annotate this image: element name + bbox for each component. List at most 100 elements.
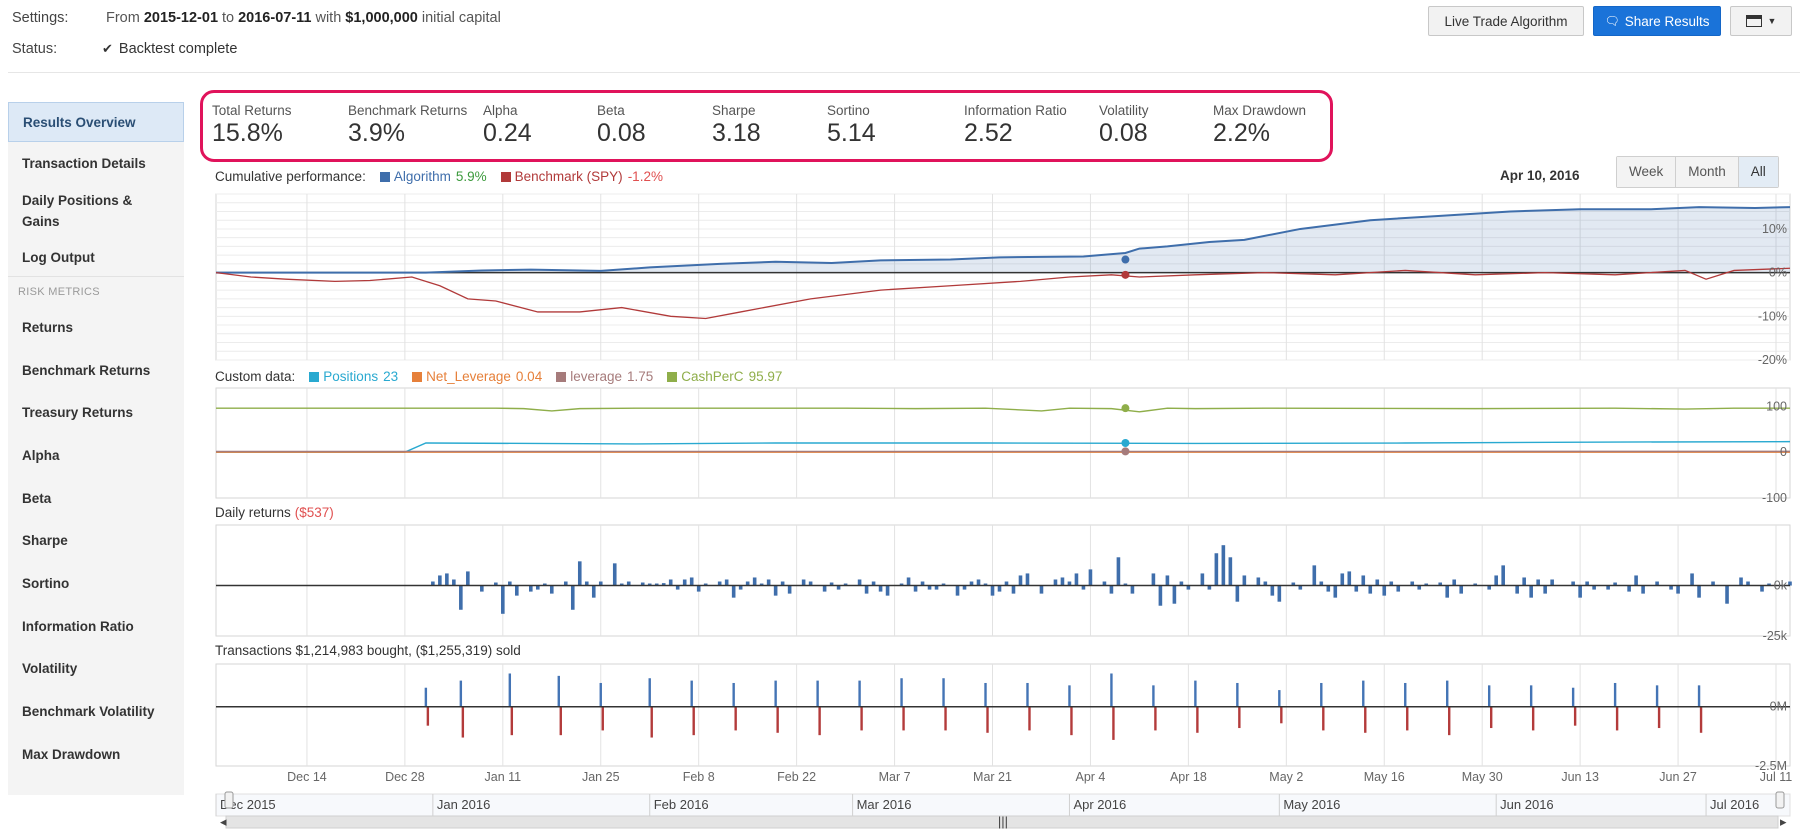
x-tick-label: Dec 14 [287,770,327,784]
daily-return-bar [1067,581,1072,586]
share-results-button[interactable]: 🗨 Share Results [1593,6,1721,36]
sidebar-item-benchmark-volatility[interactable]: Benchmark Volatility [8,690,184,733]
daily-return-bar [1081,585,1086,590]
daily-return-bar [1739,577,1743,586]
bought-bar [984,682,987,707]
sidebar-item-returns[interactable]: Returns [8,306,184,349]
bought-bar [1655,685,1659,707]
daily-return-bar [1473,583,1477,586]
legend-cashperc[interactable]: CashPerC 95.97 [667,369,782,384]
x-tick-label: Mar 21 [973,770,1012,784]
risk-metrics-section-label: RISK METRICS [8,276,184,306]
bought-bar [1194,680,1197,707]
daily-return-bar [1676,585,1680,594]
bought-bar [1362,680,1365,707]
metric-beta: Beta 0.08 [597,103,646,148]
range-all-button[interactable]: All [1737,157,1778,187]
navigator-left-handle[interactable] [224,791,234,809]
daily-returns-title-row: Daily returns ($537) [215,505,334,520]
algorithm-line [216,206,1791,274]
x-tick-label: Apr 18 [1170,770,1207,784]
settings-to-text: to [222,10,235,26]
daily-return-bar [1011,585,1016,594]
scroll-left-icon[interactable]: ◂ [220,814,227,829]
sidebar-item-sharpe[interactable]: Sharpe [8,519,184,562]
leverage-marker [1121,447,1130,456]
navigator-right-handle[interactable] [1775,791,1785,809]
y-tick-label: -20% [1758,353,1787,367]
algorithm-area [216,207,1790,273]
range-month-button[interactable]: Month [1675,157,1738,187]
initial-capital: $1,000,000 [345,10,418,26]
y-tick-label: -2.5M [1755,759,1787,773]
sidebar-item-benchmark-returns[interactable]: Benchmark Returns [8,349,184,392]
legend-positions[interactable]: Positions 23 [309,369,398,384]
checkmark-icon: ✔ [102,41,113,56]
bought-bar [1026,682,1029,707]
metric-value: 15.8% [212,119,283,147]
sidebar-item-sortino[interactable]: Sortino [8,562,184,605]
metric-label: Alpha [483,103,518,118]
sidebar-item-beta[interactable]: Beta [8,477,184,520]
legend-net-leverage[interactable]: Net_Leverage 0.04 [412,369,542,384]
daily-return-bar [619,583,624,586]
sidebar-item-max-drawdown[interactable]: Max Drawdown [8,733,184,776]
legend-leverage[interactable]: leverage 1.75 [556,369,653,384]
x-tick-label: May 30 [1462,770,1503,784]
sold-bar [1112,706,1115,740]
daily-return-bar [1487,585,1491,590]
daily-return-bar [1179,581,1184,586]
daily-return-bar [1424,583,1429,586]
legend-value: 1.75 [627,369,654,384]
benchmark-marker [1121,270,1130,279]
legend-benchmark[interactable]: Benchmark (SPY) -1.2% [500,169,663,184]
sidebar-item-information-ratio[interactable]: Information Ratio [8,605,184,648]
bought-bar [1236,682,1239,707]
sidebar-item-label: Daily Positions & Gains [22,193,133,229]
scroll-right-icon[interactable]: ▸ [1780,814,1787,829]
daily-returns-chart-frame [215,524,1791,637]
sold-bar [1489,706,1493,729]
daily-return-bar [738,585,743,590]
sold-bar [1238,706,1241,729]
daily-return-bar [459,585,463,610]
daily-return-bar [1711,581,1715,586]
daily-return-bar [745,581,750,586]
sold-bar [734,706,737,731]
daily-return-bar [1396,585,1401,592]
bought-bar [1613,682,1617,707]
daily-return-bar [906,577,911,586]
x-tick-label: May 16 [1364,770,1405,784]
x-tick-label: Dec 28 [385,770,425,784]
daily-return-bar [717,581,722,586]
comments-icon: 🗨 [1604,14,1620,28]
legend-value: 0.04 [515,369,543,384]
menu-dropdown-button[interactable]: ▼ [1730,6,1792,36]
sidebar-item-volatility[interactable]: Volatility [8,648,184,691]
sidebar-item-treasury-returns[interactable]: Treasury Returns [8,391,184,434]
metric-value: 2.52 [964,119,1013,147]
daily-return-bar [1333,585,1338,598]
sold-bar [1196,706,1199,733]
metric-information-ratio: Information Ratio 2.52 [964,103,1067,148]
bought-bar [1487,685,1491,707]
sidebar-item-log-output[interactable]: Log Output [8,238,184,276]
range-week-button[interactable]: Week [1617,157,1676,187]
positions-marker [1121,439,1130,447]
x-tick-label: Apr 4 [1075,770,1105,784]
sold-bar [1154,706,1157,731]
sidebar-item-label: Transaction Details [22,155,146,171]
live-trade-button[interactable]: Live Trade Algorithm [1428,6,1584,36]
metric-sharpe: Sharpe 3.18 [712,103,761,148]
algorithm-value: 5.9% [455,169,487,184]
sidebar-item-alpha[interactable]: Alpha [8,434,184,477]
sidebar-item-label: Benchmark Returns [22,362,151,378]
sidebar-item-daily-positions-gains[interactable]: Daily Positions & Gains [8,184,184,238]
legend-label: CashPerC [681,369,744,384]
sidebar-item-results-overview[interactable]: Results Overview [8,102,184,142]
legend-algorithm[interactable]: Algorithm 5.9% [379,169,487,184]
navigator-label: Feb 2016 [654,797,709,812]
navigator-scrollbar [225,815,1779,829]
daily-return-bar [724,579,729,586]
sidebar-item-transaction-details[interactable]: Transaction Details [8,142,184,184]
